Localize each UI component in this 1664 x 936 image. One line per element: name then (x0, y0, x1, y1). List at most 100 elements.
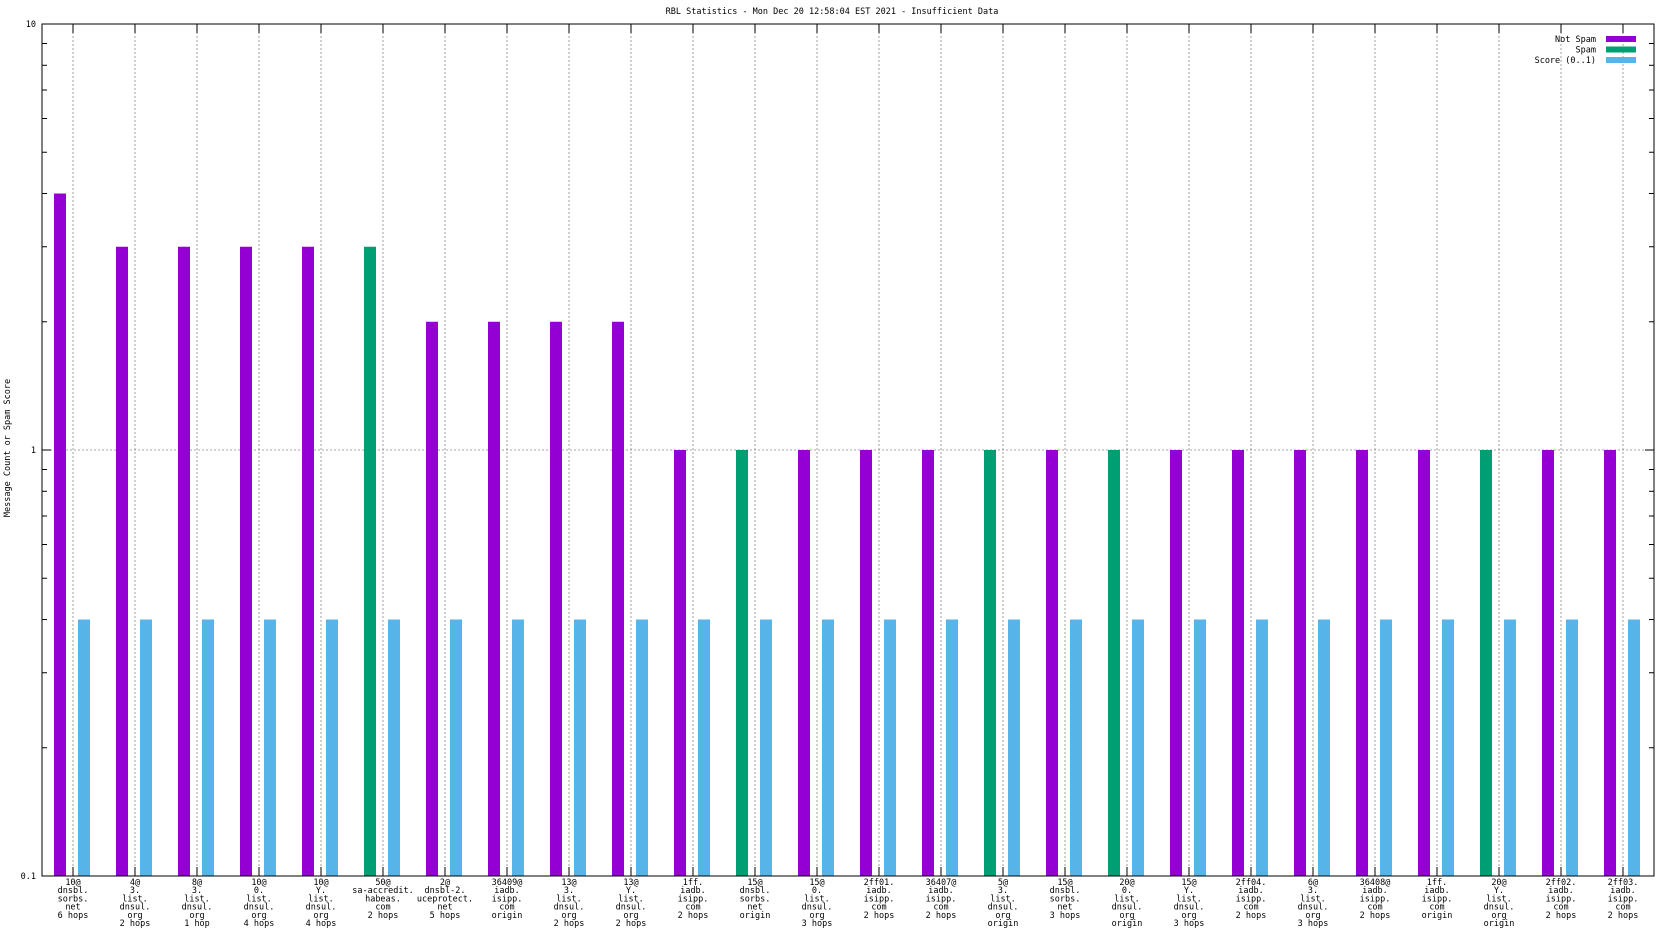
legend-label: Spam (1576, 46, 1596, 56)
not-spam-bar (1046, 450, 1058, 876)
not-spam-bar (922, 450, 934, 876)
x-tick-label-line: com (1615, 903, 1630, 913)
score-bar (1504, 619, 1516, 876)
score-bar (1256, 619, 1268, 876)
x-tick-label: 10@ dnsbl. sorbs. net 6 hops (58, 878, 89, 921)
legend-label: Score (0..1) (1535, 56, 1596, 66)
x-tick-label-line: dnsul. (182, 903, 213, 913)
score-bar (946, 619, 958, 876)
x-tick-label-line: 10@ (251, 878, 266, 888)
x-tick-label-line: 2@ (440, 878, 450, 888)
x-tick-label-line: org (1119, 911, 1134, 921)
x-tick-label-line: org (1491, 911, 1506, 921)
x-tick-label-line: 2 hops (1546, 911, 1577, 921)
score-bar (1442, 619, 1454, 876)
x-tick-label-line: org (561, 911, 576, 921)
legend-swatch (1606, 46, 1636, 53)
not-spam-bar (1232, 450, 1244, 876)
x-tick-label: 36408@ iadb. isipp. com 2 hops (1360, 878, 1391, 921)
x-tick-label-line: 2 hops (864, 911, 895, 921)
x-tick-label-line: com (933, 903, 948, 913)
x-tick-label-line: iadb. (1548, 886, 1574, 896)
x-tick-label-line: dnsul. (988, 903, 1019, 913)
x-tick-label-line: sorbs. (58, 894, 89, 904)
score-bar (574, 619, 586, 876)
x-tick-label-line: iadb. (1610, 886, 1636, 896)
not-spam-bar (1170, 450, 1182, 876)
x-tick-label-line: net (65, 903, 80, 913)
x-tick-label-line: org (189, 911, 204, 921)
x-tick-label-line: org (1181, 911, 1196, 921)
x-tick-label: 15@ dnsbl. sorbs. net origin (740, 878, 771, 921)
x-tick-label-line: sa-accredit. (352, 886, 413, 896)
score-bar (1380, 619, 1392, 876)
score-bar (1566, 619, 1578, 876)
x-tick-label-line: 3. (1308, 886, 1318, 896)
x-tick-label-line: 2ff02. (1546, 878, 1577, 888)
x-tick-label: 15@ 0. list. dnsul. org 3 hops (802, 878, 833, 929)
x-tick-label-line: 2 hops (678, 911, 709, 921)
x-tick-label-line: 3. (998, 886, 1008, 896)
x-tick-label-line: org (251, 911, 266, 921)
x-tick-label-line: isipp. (1608, 894, 1639, 904)
x-tick-label-line: isipp. (678, 894, 709, 904)
not-spam-bar (674, 450, 686, 876)
x-tick-label: 20@ 0. list. dnsul. org origin (1112, 878, 1143, 929)
x-tick-label: 6@ 3. list. dnsul. org 3 hops (1298, 878, 1329, 929)
x-tick-label-line: list. (122, 894, 148, 904)
x-tick-label-line: origin (740, 911, 771, 921)
x-tick-label-line: isipp. (1422, 894, 1453, 904)
x-tick-label-line: net (747, 903, 762, 913)
not-spam-bar (488, 321, 500, 876)
x-tick-label-line: iadb. (1238, 886, 1264, 896)
x-tick-label-line: org (1305, 911, 1320, 921)
x-tick-label: 1ff. iadb. isipp. com 2 hops (678, 878, 709, 921)
not-spam-bar (178, 246, 190, 876)
x-tick-label: 20@ Y. list. dnsul. org origin (1484, 878, 1515, 929)
x-tick-label-line: 1ff. (1427, 878, 1447, 888)
x-tick-label-line: dnsul. (1112, 903, 1143, 913)
x-tick-label-line: com (1367, 903, 1382, 913)
x-tick-label-line: 3 hops (1174, 919, 1205, 929)
x-tick-label-line: 36407@ (926, 878, 957, 888)
x-tick-label-line: 15@ (747, 878, 762, 888)
score-bar (1070, 619, 1082, 876)
x-tick-label-line: sorbs. (1050, 894, 1081, 904)
x-tick-label: 15@ Y. list. dnsul. org 3 hops (1174, 878, 1205, 929)
y-tick-label: 10 (26, 20, 36, 30)
x-tick-label-line: habeas. (365, 894, 401, 904)
spam-bar (1480, 450, 1492, 876)
x-tick-label-line: isipp. (1236, 894, 1267, 904)
not-spam-bar (1418, 450, 1430, 876)
x-tick-label-line: dnsul. (554, 903, 585, 913)
not-spam-bar (1356, 450, 1368, 876)
x-tick-label: 36409@ iadb. isipp. com origin (492, 878, 523, 921)
x-tick-label-line: 36408@ (1360, 878, 1391, 888)
x-tick-label-line: 3 hops (802, 919, 833, 929)
x-tick-label-line: 20@ (1119, 878, 1134, 888)
score-bar (140, 619, 152, 876)
x-tick-label-line: 2ff01. (864, 878, 895, 888)
score-bar (1318, 619, 1330, 876)
x-tick-label-line: iadb. (928, 886, 954, 896)
score-bar (264, 619, 276, 876)
x-tick-label-line: 4 hops (244, 919, 275, 929)
x-tick-label-line: iadb. (866, 886, 892, 896)
not-spam-bar (1294, 450, 1306, 876)
x-tick-label-line: list. (1114, 894, 1140, 904)
x-tick-label-line: list. (1486, 894, 1512, 904)
x-tick-label-line: org (313, 911, 328, 921)
not-spam-bar (550, 321, 562, 876)
x-tick-label-line: dnsbl. (58, 886, 89, 896)
spam-bar (736, 450, 748, 876)
x-tick-label-line: 6 hops (58, 911, 89, 921)
x-tick-label-line: uceprotect. (417, 894, 473, 904)
x-tick-label-line: Y. (626, 886, 636, 896)
x-tick-label-line: 15@ (1181, 878, 1196, 888)
x-tick-label-line: dnsul. (1484, 903, 1515, 913)
x-tick-label-line: 15@ (809, 878, 824, 888)
x-tick-label: 10@ Y. list. dnsul. org 4 hops (306, 878, 337, 929)
x-tick-label-line: sorbs. (740, 894, 771, 904)
